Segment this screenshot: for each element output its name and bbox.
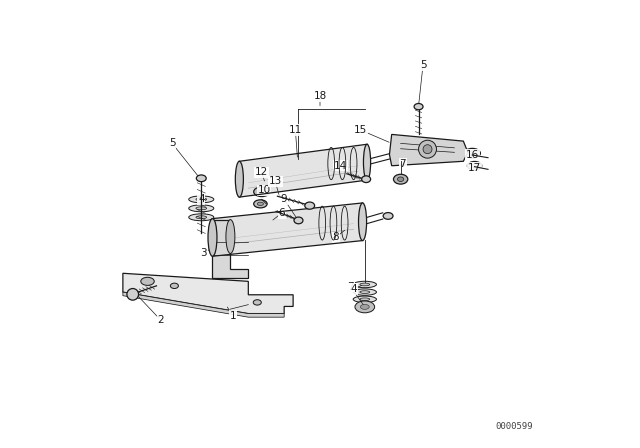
Ellipse shape <box>355 301 374 313</box>
Ellipse shape <box>360 298 370 301</box>
Text: 8: 8 <box>332 233 339 242</box>
Ellipse shape <box>360 304 369 309</box>
Ellipse shape <box>394 174 408 184</box>
Ellipse shape <box>397 177 404 181</box>
Ellipse shape <box>362 176 371 183</box>
Text: 5: 5 <box>420 60 426 70</box>
Ellipse shape <box>353 296 376 302</box>
Ellipse shape <box>196 175 206 182</box>
Text: 18: 18 <box>314 91 326 101</box>
Text: 13: 13 <box>269 177 282 186</box>
Polygon shape <box>212 220 248 278</box>
Ellipse shape <box>364 144 371 180</box>
Ellipse shape <box>258 190 266 194</box>
Ellipse shape <box>358 203 367 241</box>
Text: 4: 4 <box>198 194 205 204</box>
Text: 1: 1 <box>229 311 236 321</box>
Ellipse shape <box>294 217 303 224</box>
Circle shape <box>127 289 139 300</box>
Circle shape <box>419 140 436 158</box>
Text: 11: 11 <box>289 125 302 135</box>
Text: 7: 7 <box>347 282 354 292</box>
Text: 12: 12 <box>255 168 268 177</box>
Text: 2: 2 <box>157 315 164 325</box>
Ellipse shape <box>189 196 214 203</box>
Text: 17: 17 <box>468 163 481 173</box>
Ellipse shape <box>141 277 154 285</box>
Ellipse shape <box>305 202 315 209</box>
Text: 14: 14 <box>333 161 347 171</box>
Text: 0000599: 0000599 <box>495 422 532 431</box>
Text: 10: 10 <box>257 185 271 195</box>
Ellipse shape <box>196 207 207 210</box>
Text: 5: 5 <box>169 138 175 148</box>
Ellipse shape <box>170 283 179 289</box>
Ellipse shape <box>189 214 214 221</box>
Ellipse shape <box>360 291 370 293</box>
Text: 16: 16 <box>466 150 479 159</box>
Text: 7: 7 <box>399 159 406 168</box>
Ellipse shape <box>253 300 261 305</box>
Text: 3: 3 <box>200 248 207 258</box>
Ellipse shape <box>189 205 214 212</box>
Polygon shape <box>212 203 362 256</box>
Circle shape <box>423 145 432 154</box>
Ellipse shape <box>196 198 207 201</box>
Polygon shape <box>123 292 284 317</box>
Text: 15: 15 <box>354 125 367 135</box>
Ellipse shape <box>208 219 217 256</box>
Ellipse shape <box>468 151 476 155</box>
Ellipse shape <box>236 161 243 197</box>
Ellipse shape <box>360 283 370 286</box>
Text: 4: 4 <box>350 284 357 294</box>
Polygon shape <box>389 134 468 166</box>
Ellipse shape <box>257 202 264 206</box>
Ellipse shape <box>353 289 376 295</box>
Ellipse shape <box>226 220 235 254</box>
Ellipse shape <box>464 148 481 158</box>
Ellipse shape <box>253 200 267 208</box>
Polygon shape <box>123 273 293 314</box>
Ellipse shape <box>353 281 376 288</box>
Ellipse shape <box>253 187 270 197</box>
Ellipse shape <box>414 103 423 110</box>
Text: 9: 9 <box>281 194 287 204</box>
Ellipse shape <box>196 216 207 219</box>
Ellipse shape <box>467 161 482 170</box>
Text: 6: 6 <box>278 208 285 218</box>
Ellipse shape <box>471 164 478 168</box>
Ellipse shape <box>383 212 393 219</box>
Polygon shape <box>239 144 367 197</box>
